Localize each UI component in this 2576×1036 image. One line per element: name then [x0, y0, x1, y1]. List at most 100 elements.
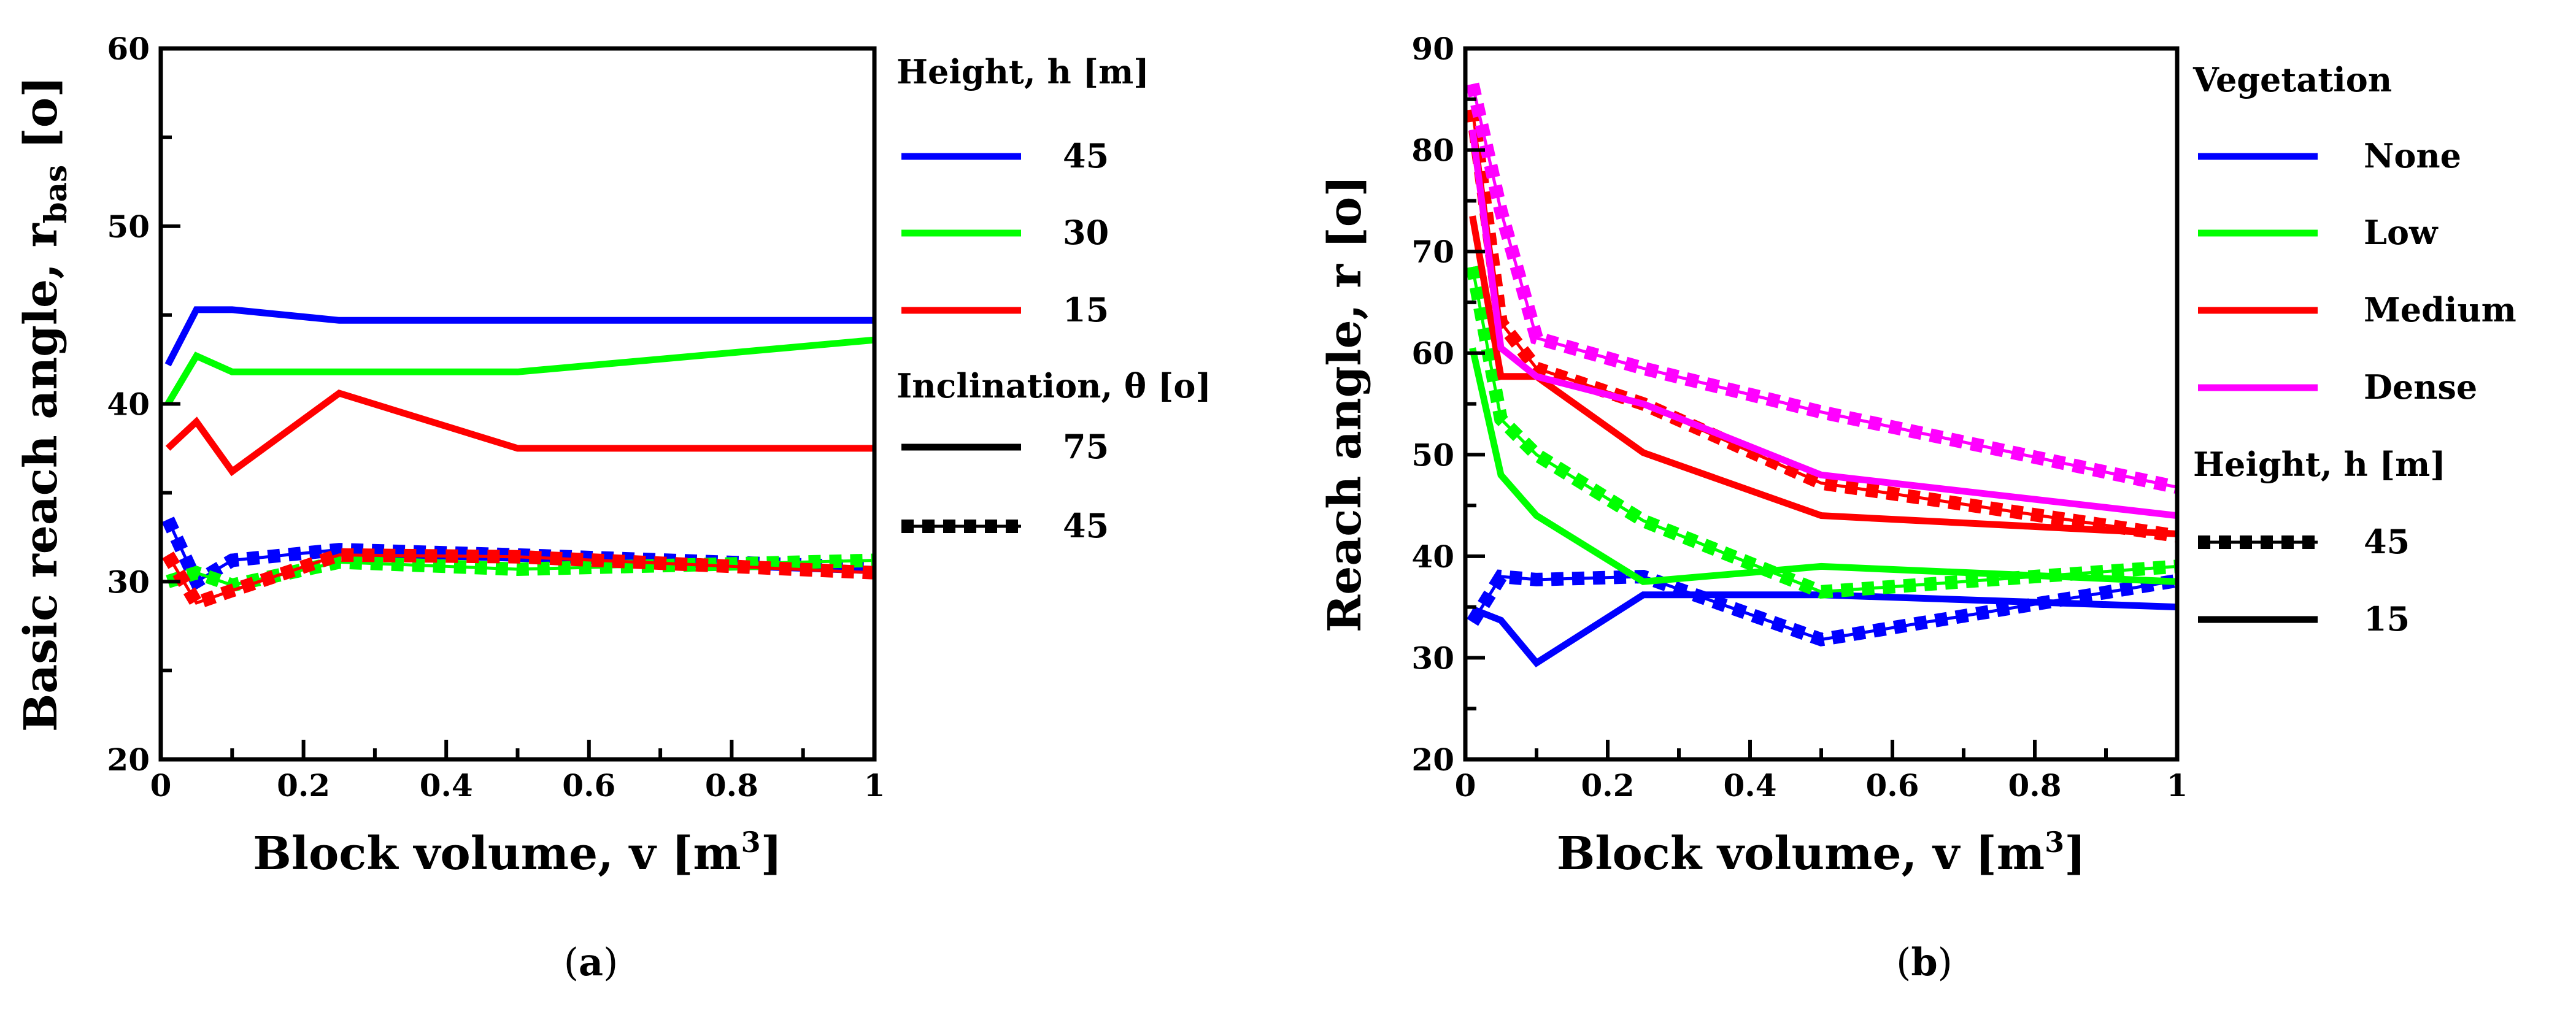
legend-label: 45 — [1063, 506, 1109, 545]
x-tick-label: 0.8 — [705, 767, 758, 804]
series-line — [164, 336, 874, 406]
y-tick-label: 40 — [1411, 539, 1454, 575]
legend-title: Height, h [m] — [2193, 445, 2446, 484]
plot-frame — [158, 46, 877, 762]
legend-item: 45 — [901, 506, 1109, 545]
x-tick-label: 0.4 — [1724, 767, 1777, 804]
y-tick-label: 70 — [1411, 234, 1454, 270]
legend-title: Height, h [m] — [897, 52, 1149, 91]
y-tick-label: 50 — [1411, 437, 1454, 473]
x-tick-label: 1 — [864, 767, 885, 804]
y-tick-label: 40 — [107, 386, 150, 423]
series-dashes — [1465, 82, 2177, 494]
series-line — [1469, 347, 2177, 585]
legend-item: 15 — [2198, 599, 2410, 639]
legend-item: Medium — [2198, 290, 2516, 329]
x-tick-label: 0 — [1455, 767, 1476, 804]
x-tick-label: 0 — [150, 767, 172, 804]
y-tick-label: 30 — [1411, 640, 1454, 676]
y-tick-label: 90 — [1411, 31, 1454, 67]
legend-label: 15 — [1063, 290, 1109, 329]
legend-label: 45 — [1063, 136, 1109, 175]
panel-caption: (b) — [1896, 940, 1953, 984]
y-axis-label: Reach angle, r [o] — [1319, 175, 1371, 633]
legend-item: 45 — [901, 136, 1109, 175]
panel-b: 0 0.2 0.4 0.6 0.8 1 20 30 40 50 60 70 80 90 Block volu… — [1319, 31, 2516, 984]
legend-item: 15 — [901, 290, 1109, 329]
legend-item: 30 — [901, 213, 1109, 252]
x-axis-label-main: Block volume, v [m — [1557, 827, 2045, 880]
series-1 — [1467, 569, 2177, 647]
legend-title: Inclination, θ [o] — [897, 366, 1211, 405]
x-tick-label: 0.8 — [2008, 767, 2062, 804]
series-dashes — [1467, 569, 2177, 647]
x-tick-label: 0.2 — [277, 767, 330, 804]
series-2 — [165, 389, 874, 477]
series-6 — [1469, 129, 2177, 520]
series-group — [1465, 82, 2177, 667]
legend-label: Dense — [2364, 367, 2477, 407]
caption-letter: a — [579, 940, 603, 984]
y-axis-label: Basic reach angle, rbas [o] — [15, 76, 74, 732]
y-tick-label: 60 — [1411, 336, 1454, 372]
series-dashes — [166, 553, 874, 593]
y-tick-label: 30 — [107, 564, 150, 600]
x-axis-label-main: Block volume, v [m — [253, 827, 741, 880]
x-axis-label-end: ] — [761, 827, 782, 880]
legend-item: 45 — [2198, 522, 2410, 561]
series-0 — [164, 306, 874, 367]
caption-letter: b — [1911, 940, 1937, 984]
legend: Vegetation None Low Medium Dense Height, h [m… — [2192, 60, 2516, 639]
x-axis-label: Block volume, v [m3] — [253, 826, 782, 880]
legend-label: Medium — [2364, 290, 2516, 329]
legend: Height, h [m] 45 30 15 Inclination, θ [o] 75 4… — [897, 52, 1211, 545]
y-tick-label: 20 — [1411, 742, 1454, 778]
y-tick-label: 50 — [107, 209, 150, 245]
series-line — [1471, 109, 2177, 538]
panel-a: 0 0.2 0.4 0.6 0.8 1 20 30 40 50 60 Block volume, v … — [15, 31, 1211, 984]
y-tick-label: 20 — [107, 742, 150, 778]
legend-title: Vegetation — [2192, 60, 2392, 99]
series-group — [161, 306, 874, 612]
series-0 — [1471, 591, 2177, 667]
series-dashes — [162, 548, 874, 612]
y-axis-label-main: Reach angle, r — [1319, 264, 1371, 632]
series-4 — [1469, 215, 2177, 537]
legend-label: 45 — [2364, 522, 2410, 561]
x-axis-label: Block volume, v [m3] — [1557, 826, 2086, 880]
x-tick-label: 1 — [2167, 767, 2188, 804]
panel-caption: (a) — [564, 940, 619, 984]
series-dashes — [1465, 265, 2177, 599]
series-line — [1469, 129, 2177, 520]
x-axis-label-sup: 3 — [741, 826, 761, 859]
y-tick-label: 60 — [107, 31, 150, 67]
series-dashes — [1465, 108, 2177, 543]
legend-label: 15 — [2364, 599, 2410, 639]
series-line — [165, 389, 874, 477]
y-tick-label: 80 — [1411, 132, 1454, 169]
series-1 — [164, 336, 874, 406]
series-2 — [1469, 347, 2177, 585]
legend-item: Low — [2198, 213, 2439, 252]
legend-label: 30 — [1063, 213, 1109, 252]
series-3 — [1465, 265, 2177, 599]
y-axis-label-main: Basic reach angle, r — [15, 223, 67, 732]
legend-item: 75 — [901, 427, 1109, 466]
x-axis-label-end: ] — [2064, 827, 2086, 880]
legend-item: None — [2198, 136, 2461, 175]
series-line — [1471, 83, 2177, 489]
legend-label: Low — [2364, 213, 2439, 252]
series-5 — [1465, 108, 2177, 543]
series-line — [164, 306, 874, 367]
y-axis-label-end: [o] — [1319, 175, 1371, 264]
series-7 — [1465, 82, 2177, 494]
legend-label: 75 — [1063, 427, 1109, 466]
x-tick-label: 0.2 — [1581, 767, 1635, 804]
series-line — [1471, 591, 2177, 667]
x-tick-label: 0.4 — [420, 767, 473, 804]
legend-label: None — [2364, 136, 2461, 175]
series-5 — [162, 548, 874, 612]
y-axis-label-end: [o] — [15, 76, 67, 165]
x-axis-label-sup: 3 — [2045, 826, 2064, 859]
